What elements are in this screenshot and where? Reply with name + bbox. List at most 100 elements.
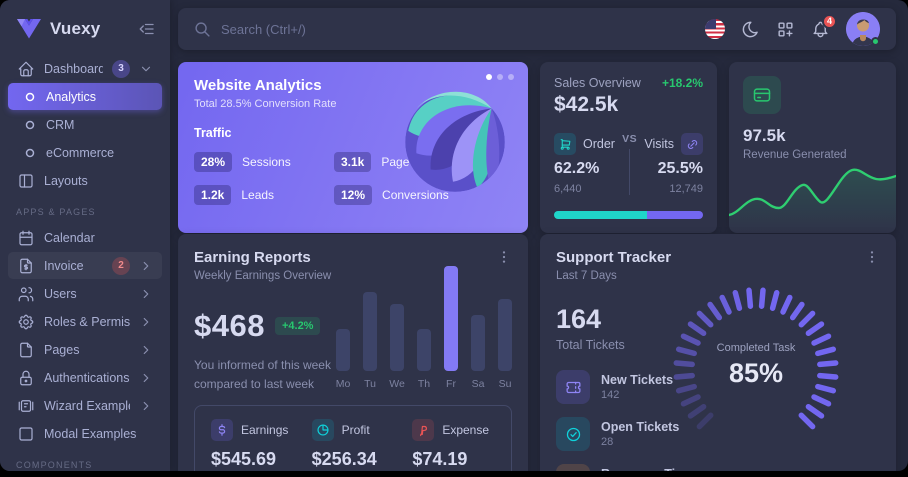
traffic-stat: 12% Conversions bbox=[334, 185, 512, 205]
sidebar-item-calendar[interactable]: Calendar bbox=[8, 224, 162, 251]
calendar-icon bbox=[17, 229, 35, 247]
visits-pct: 25.5% bbox=[657, 160, 703, 177]
ticket-stat-label: New Tickets bbox=[601, 373, 674, 387]
ticket-stat-label: Response Time bbox=[601, 467, 693, 471]
bar-column-Fr[interactable]: Fr bbox=[444, 266, 458, 390]
traffic-stat: 1.2k Leads bbox=[194, 185, 326, 205]
carousel-dot[interactable] bbox=[497, 74, 503, 80]
ticket-icon bbox=[556, 370, 590, 404]
visits-progress-segment bbox=[646, 211, 703, 219]
earnings-bar bbox=[417, 329, 431, 371]
gauge-tick bbox=[798, 412, 816, 430]
sales-delta: +18.2% bbox=[661, 76, 703, 90]
ticket-stat-row: Response Time1 Day bbox=[556, 464, 880, 471]
check-circle-icon bbox=[556, 417, 590, 451]
bar-column-We[interactable]: We bbox=[389, 304, 405, 390]
bar-column-Mo[interactable]: Mo bbox=[336, 329, 350, 390]
revenue-sparkline-chart bbox=[729, 168, 896, 233]
ticket-stat-row: Open Tickets 28 bbox=[556, 417, 880, 451]
sidebar-item-modal-examples[interactable]: Modal Examples bbox=[8, 420, 162, 447]
traffic-heading: Traffic bbox=[194, 126, 232, 140]
gauge-tick bbox=[815, 346, 837, 357]
language-flag-us-icon[interactable] bbox=[705, 19, 725, 39]
order-label: Order bbox=[583, 137, 615, 151]
kebab-menu-icon[interactable] bbox=[864, 249, 880, 267]
sidebar-item-ecommerce[interactable]: eCommerce bbox=[8, 139, 162, 166]
stat-value-chip: 12% bbox=[334, 185, 373, 205]
sidebar-item-label: Calendar bbox=[44, 230, 95, 245]
theme-moon-icon[interactable] bbox=[741, 20, 760, 39]
carousel-dot[interactable] bbox=[508, 74, 514, 80]
top-navbar: 4 bbox=[178, 8, 896, 50]
gauge-label: Completed Task bbox=[716, 342, 796, 354]
bar-column-Th[interactable]: Th bbox=[417, 329, 431, 390]
online-status-dot bbox=[871, 37, 880, 46]
card-title: Website Analytics bbox=[194, 77, 322, 94]
earnings-bar bbox=[363, 292, 377, 371]
gauge-tick bbox=[769, 289, 780, 311]
revenue-generated-card: 97.5k Revenue Generated bbox=[729, 62, 896, 233]
dollar-icon bbox=[211, 419, 233, 441]
gauge-tick bbox=[811, 333, 832, 346]
card-subtitle: Last 7 Days bbox=[556, 270, 617, 282]
bar-column-Tu[interactable]: Tu bbox=[363, 292, 377, 390]
sidebar-item-analytics[interactable]: Analytics bbox=[8, 83, 162, 110]
bar-column-Su[interactable]: Su bbox=[498, 299, 512, 390]
card-subtitle: Total 28.5% Conversion Rate bbox=[194, 98, 337, 110]
ticket-stat-value: 28 bbox=[601, 436, 614, 448]
kebab-menu-icon[interactable] bbox=[496, 249, 512, 267]
square-icon bbox=[17, 425, 35, 443]
paypal-icon bbox=[412, 419, 435, 441]
website-analytics-card: Website Analytics Total 28.5% Conversion… bbox=[178, 62, 528, 233]
sidebar-item-pages[interactable]: Pages bbox=[8, 336, 162, 363]
sidebar-item-label: Pages bbox=[44, 342, 80, 357]
search-input[interactable] bbox=[221, 21, 541, 37]
sidebar-item-authentications[interactable]: Authentications bbox=[8, 364, 162, 391]
day-label: We bbox=[389, 378, 405, 390]
sidebar-item-users[interactable]: Users bbox=[8, 280, 162, 307]
earnings-summary-box: Earnings $545.69 Profit $256.34 Expense $74.1… bbox=[194, 405, 512, 471]
sales-total: $42.5k bbox=[554, 93, 619, 116]
bar-column-Sa[interactable]: Sa bbox=[471, 315, 485, 390]
sidebar-item-label: Wizard Examples bbox=[44, 398, 130, 413]
vertical-divider bbox=[629, 149, 631, 195]
order-visits-progress-bar bbox=[554, 211, 703, 219]
sidebar-item-roles-permissions[interactable]: Roles & Permissions bbox=[8, 308, 162, 335]
notifications-bell-icon[interactable]: 4 bbox=[811, 13, 837, 39]
sidebar-item-crm[interactable]: CRM bbox=[8, 111, 162, 138]
gauge-tick bbox=[805, 321, 825, 337]
sidebar-collapse-icon[interactable] bbox=[138, 20, 156, 38]
sidebar-item-label: Layouts bbox=[44, 173, 88, 188]
vs-label: VS bbox=[622, 133, 638, 145]
nav-section-heading: Apps & Pages bbox=[16, 207, 96, 217]
carousel-dot[interactable] bbox=[486, 74, 492, 80]
sidebar-item-dashboard[interactable]: Dashboard 3 bbox=[8, 55, 162, 82]
summary-expense: Expense $74.19 bbox=[412, 419, 495, 471]
ticket-stat-row: New Tickets 142 bbox=[556, 370, 880, 404]
sidebar-item-invoice[interactable]: Invoice 2 bbox=[8, 252, 162, 279]
earnings-bar bbox=[471, 315, 485, 371]
search-bar[interactable] bbox=[194, 21, 705, 38]
gauge-tick bbox=[817, 360, 839, 368]
brand[interactable]: Vuexy bbox=[0, 10, 170, 54]
shortcuts-grid-icon[interactable] bbox=[776, 20, 795, 39]
gauge-tick bbox=[696, 412, 714, 430]
traffic-stat: 28% Sessions bbox=[194, 152, 326, 172]
order-stat: Order 62.2% 6,440 bbox=[554, 133, 615, 195]
user-avatar[interactable] bbox=[846, 12, 880, 46]
sidebar-item-layouts[interactable]: Layouts bbox=[8, 167, 162, 194]
gauge-tick bbox=[746, 287, 754, 309]
stat-value-chip: 3.1k bbox=[334, 152, 372, 172]
gauge-tick bbox=[707, 301, 723, 321]
stat-value-chip: 1.2k bbox=[194, 185, 232, 205]
stat-label: Leads bbox=[241, 188, 275, 202]
chevron-right-icon bbox=[139, 399, 153, 413]
invoice-icon bbox=[17, 257, 35, 275]
lock-icon bbox=[17, 369, 35, 387]
gauge-tick bbox=[675, 383, 697, 394]
pie-icon bbox=[311, 419, 334, 441]
earnings-delta-badge: +4.2% bbox=[274, 317, 321, 335]
card-title: Sales Overview bbox=[554, 76, 641, 90]
sidebar-item-wizard-examples[interactable]: Wizard Examples bbox=[8, 392, 162, 419]
